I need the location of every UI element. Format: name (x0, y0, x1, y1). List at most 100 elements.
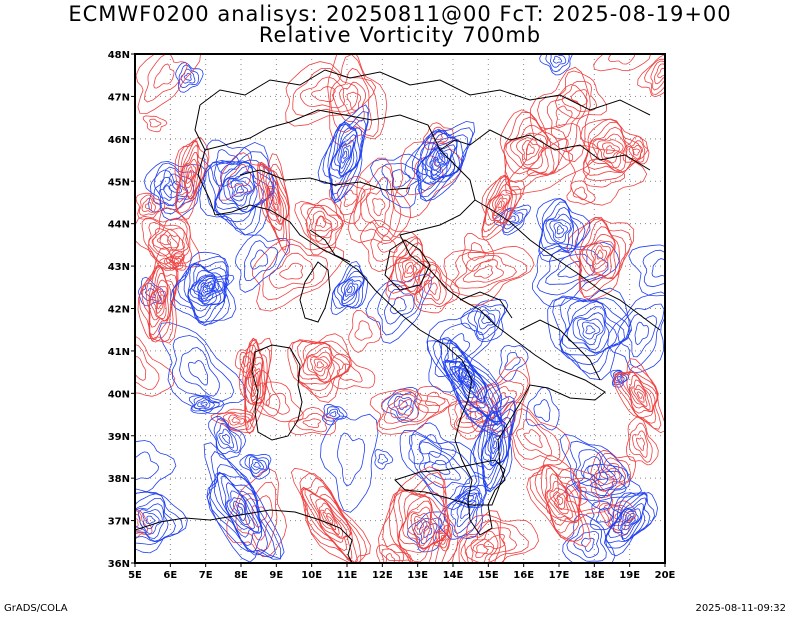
negative-vorticity-contour (466, 381, 473, 389)
negative-vorticity-contour (197, 399, 211, 409)
positive-vorticity-contour (322, 511, 336, 531)
negative-vorticity-contour (208, 416, 247, 460)
positive-vorticity-contour (153, 63, 175, 89)
footer-right: 2025-08-11-09:32 (695, 603, 786, 614)
positive-vorticity-contour (299, 76, 346, 109)
longitude-tick-labels: 5E 6E 7E 8E 9E 10E 11E 12E 13E 14E 15E 16E 17E 18E 19E… (128, 563, 676, 581)
lat-tick-label: 37N (108, 517, 130, 528)
positive-vorticity-contour (377, 466, 459, 563)
negative-vorticity-contour (232, 500, 246, 522)
negative-vorticity-contour (193, 397, 215, 410)
positive-vorticity-contour (397, 489, 450, 563)
positive-vorticity-contour (397, 493, 446, 554)
positive-vorticity-contour (632, 430, 648, 458)
negative-vorticity-contour (213, 160, 275, 223)
positive-vorticity-contour (422, 122, 454, 150)
negative-vorticity-contour (216, 422, 238, 452)
positive-vorticity-contour (497, 200, 503, 209)
positive-vorticity-contour (135, 54, 201, 114)
positive-vorticity-contour (372, 197, 386, 217)
positive-vorticity-contour (377, 235, 398, 253)
negative-vorticity-contour (493, 204, 532, 236)
positive-vorticity-contour (505, 124, 549, 174)
negative-vorticity-contour (459, 369, 483, 402)
positive-vorticity-contour (578, 219, 621, 283)
lon-tick-label: 15E (478, 570, 499, 581)
negative-vorticity-contour (580, 455, 609, 486)
positive-vorticity-contour (493, 195, 508, 217)
positive-vorticity-contour (483, 380, 525, 426)
negative-vorticity-contour (145, 515, 156, 525)
negative-vorticity-contour (549, 219, 572, 244)
negative-vorticity-contour (206, 283, 216, 290)
positive-vorticity-contour (454, 254, 517, 289)
positive-vorticity-contour (353, 164, 402, 241)
negative-vorticity-contour (214, 160, 271, 216)
negative-vorticity-contour (436, 156, 443, 164)
positive-vorticity-contour (300, 486, 353, 559)
positive-vorticity-contour (148, 266, 172, 328)
negative-vorticity-contour (142, 511, 160, 530)
negative-vorticity-contour (365, 273, 433, 344)
negative-vorticity-contour (193, 278, 215, 305)
positive-vorticity-contour (472, 527, 518, 555)
positive-vorticity-contour (310, 86, 336, 103)
negative-vorticity-contour (467, 304, 506, 340)
positive-vorticity-contour (138, 194, 161, 216)
positive-vorticity-contour (549, 487, 569, 515)
negative-vorticity-contour (477, 408, 515, 492)
positive-vorticity-contour (343, 189, 359, 208)
negative-vorticity-contour (481, 410, 512, 488)
negative-vorticity-contour (230, 180, 252, 202)
negative-vorticity-contour (581, 321, 601, 340)
positive-vorticity-contour (585, 240, 614, 273)
negative-vorticity-contour (191, 395, 220, 412)
lon-tick-label: 18E (584, 570, 605, 581)
negative-vorticity-contour (322, 403, 348, 426)
lon-tick-label: 17E (549, 570, 570, 581)
negative-vorticity-contour (423, 450, 462, 481)
negative-vorticity-contour (135, 488, 188, 554)
positive-vorticity-contour (525, 144, 535, 156)
positive-vorticity-contour (628, 144, 643, 160)
positive-vorticity-contour (302, 418, 321, 428)
negative-vorticity-contour (538, 197, 586, 257)
positive-vorticity-contour (499, 109, 568, 191)
adriatic-border (439, 129, 651, 171)
negative-vorticity-contour (178, 64, 199, 89)
positive-vorticity-contour (556, 494, 564, 506)
positive-vorticity-contour (385, 553, 396, 563)
lat-tick-label: 47N (108, 92, 130, 103)
lat-tick-label: 36N (108, 559, 130, 570)
negative-vorticity-contour (329, 411, 337, 418)
negative-vorticity-contour (626, 515, 633, 524)
negative-vorticity-contour (556, 225, 565, 235)
lat-tick-label: 42N (108, 305, 130, 316)
negative-vorticity-contour (460, 374, 480, 398)
negative-vorticity-contour (431, 459, 451, 475)
negative-vorticity-contour (491, 436, 499, 455)
positive-vorticity-contour (554, 70, 607, 120)
positive-vorticity-contour (419, 269, 447, 305)
positive-vorticity-contour (625, 416, 659, 466)
positive-vorticity-contour (159, 227, 185, 260)
negative-vorticity-contour (135, 451, 160, 481)
positive-vorticity-contour (546, 97, 582, 140)
negative-vorticity-contour (168, 180, 182, 194)
lon-tick-label: 6E (163, 570, 177, 581)
positive-vorticity-contour (637, 54, 665, 98)
negative-vorticity-contour (456, 497, 477, 528)
positive-vorticity-contour (305, 204, 344, 256)
negative-vorticity-contour (408, 422, 457, 466)
positive-vorticity-contour (566, 180, 596, 205)
negative-vorticity-contour (215, 162, 264, 213)
negative-vorticity-contour (569, 440, 626, 499)
negative-vorticity-contour (547, 287, 630, 381)
negative-vorticity-contour (536, 247, 609, 296)
negative-vorticity-contour (317, 104, 370, 201)
positive-vorticity-contour (301, 477, 362, 563)
negative-vorticity-contour (158, 185, 172, 201)
negative-vorticity-contour (417, 136, 458, 181)
lat-tick-label: 48N (108, 50, 130, 61)
positive-vorticity-contour (272, 194, 278, 206)
